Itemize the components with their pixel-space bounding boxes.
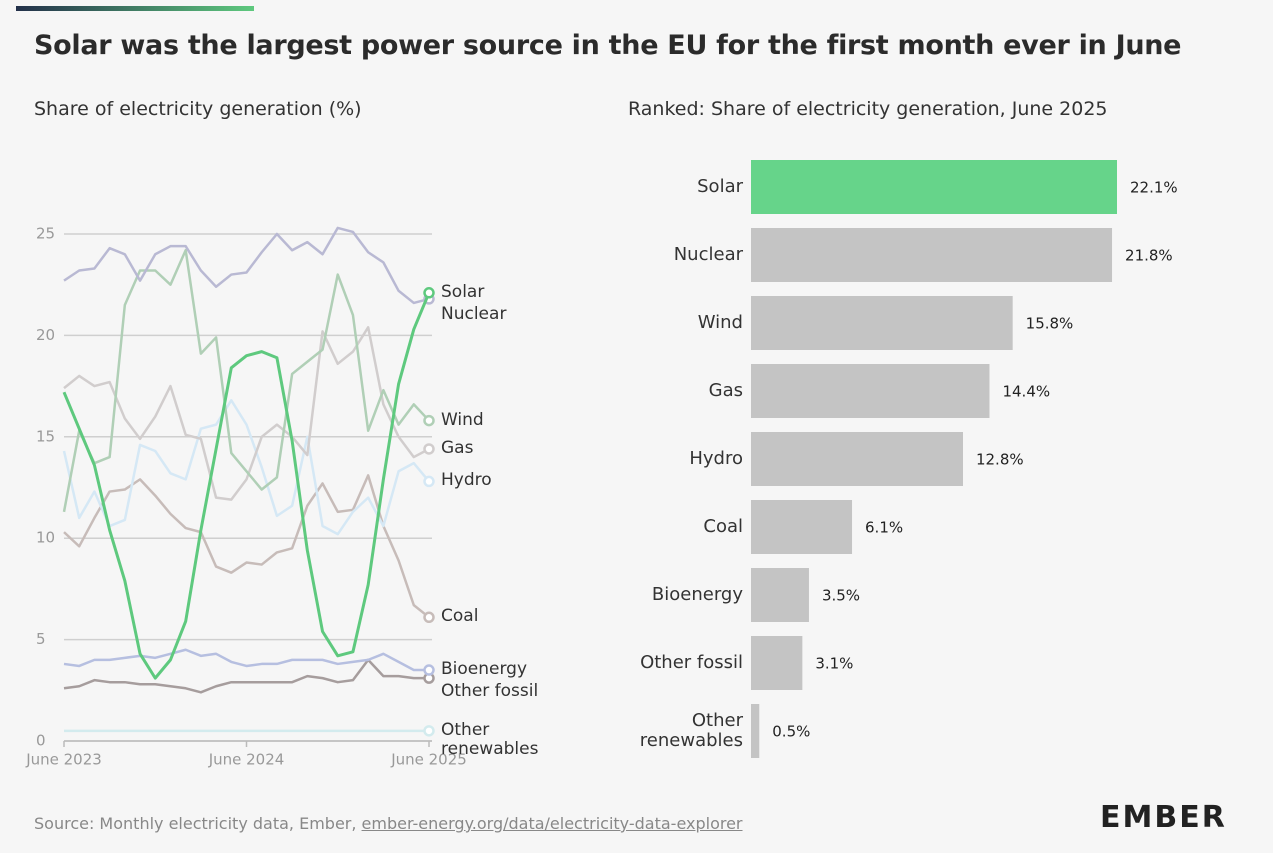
category-label: Nuclear (673, 244, 743, 265)
y-tick-label: 10 (36, 529, 55, 547)
bar (751, 500, 853, 554)
source: Source: Monthly electricity data, Ember,… (34, 814, 743, 833)
source-link[interactable]: ember-energy.org/data/electricity-data-e… (361, 814, 743, 833)
value-label: 0.5% (772, 723, 810, 741)
y-tick-label: 5 (36, 630, 46, 648)
series-label: Hydro (441, 470, 492, 491)
value-label: 6.1% (865, 519, 903, 537)
top-bar (16, 6, 254, 11)
y-tick-label: 20 (36, 326, 55, 344)
value-label: 15.8% (1026, 315, 1074, 333)
category-label: Other renewables (639, 710, 743, 751)
series-line (63, 474, 430, 619)
bar (751, 228, 1113, 282)
bar (751, 364, 990, 418)
series-label: Solar (441, 281, 485, 302)
series-line (62, 399, 430, 536)
end-marker (423, 414, 435, 427)
end-marker (423, 287, 435, 299)
category-label: Bioenergy (651, 584, 743, 605)
y-tick-label: 15 (36, 427, 55, 445)
value-label: 22.1% (1130, 179, 1178, 197)
bar-chart-title: Ranked: Share of electricity generation,… (628, 98, 1108, 120)
category-label: Other fossil (640, 652, 743, 673)
series-label: Other renewables (441, 719, 539, 759)
category-label: Solar (697, 176, 743, 197)
series-label: Coal (441, 606, 479, 627)
x-tick-label: June 2023 (25, 751, 102, 769)
category-label: Gas (708, 380, 743, 401)
x-tick-label: June 2024 (208, 751, 285, 769)
logo: EMBER (1100, 800, 1227, 835)
category-label: Wind (697, 312, 743, 333)
end-marker (423, 443, 435, 455)
series-label: Bioenergy (441, 659, 528, 680)
end-marker (423, 611, 435, 624)
bar (751, 636, 803, 690)
category-label: Coal (703, 516, 743, 537)
bar (751, 160, 1117, 214)
value-label: 3.5% (822, 587, 860, 605)
y-tick-label: 25 (36, 225, 55, 243)
category-label: Hydro (689, 448, 743, 469)
end-marker (423, 664, 435, 676)
series-line (63, 648, 429, 672)
line-chart-title: Share of electricity generation (%) (34, 98, 362, 120)
y-tick-label: 0 (36, 732, 46, 750)
x-tick-label: June 2025 (390, 751, 467, 769)
bar (751, 568, 809, 622)
value-label: 14.4% (1002, 383, 1050, 401)
series-line (63, 326, 430, 501)
series-label: Wind (441, 409, 484, 430)
bar (751, 432, 963, 486)
title: Solar was the largest power source in th… (34, 30, 1182, 61)
series-label: Nuclear (441, 303, 507, 324)
bar (751, 296, 1013, 350)
source-text: Source: Monthly electricity data, Ember, (34, 814, 357, 833)
series-line (63, 226, 430, 305)
series-line (62, 248, 430, 513)
value-label: 12.8% (976, 451, 1024, 469)
bar (751, 704, 760, 758)
end-marker (423, 475, 435, 488)
value-label: 21.8% (1125, 247, 1173, 265)
end-marker (423, 725, 435, 737)
series-line (62, 292, 431, 680)
value-label: 3.1% (815, 655, 853, 673)
series-label: Other fossil (441, 681, 539, 702)
series-label: Gas (441, 437, 474, 458)
